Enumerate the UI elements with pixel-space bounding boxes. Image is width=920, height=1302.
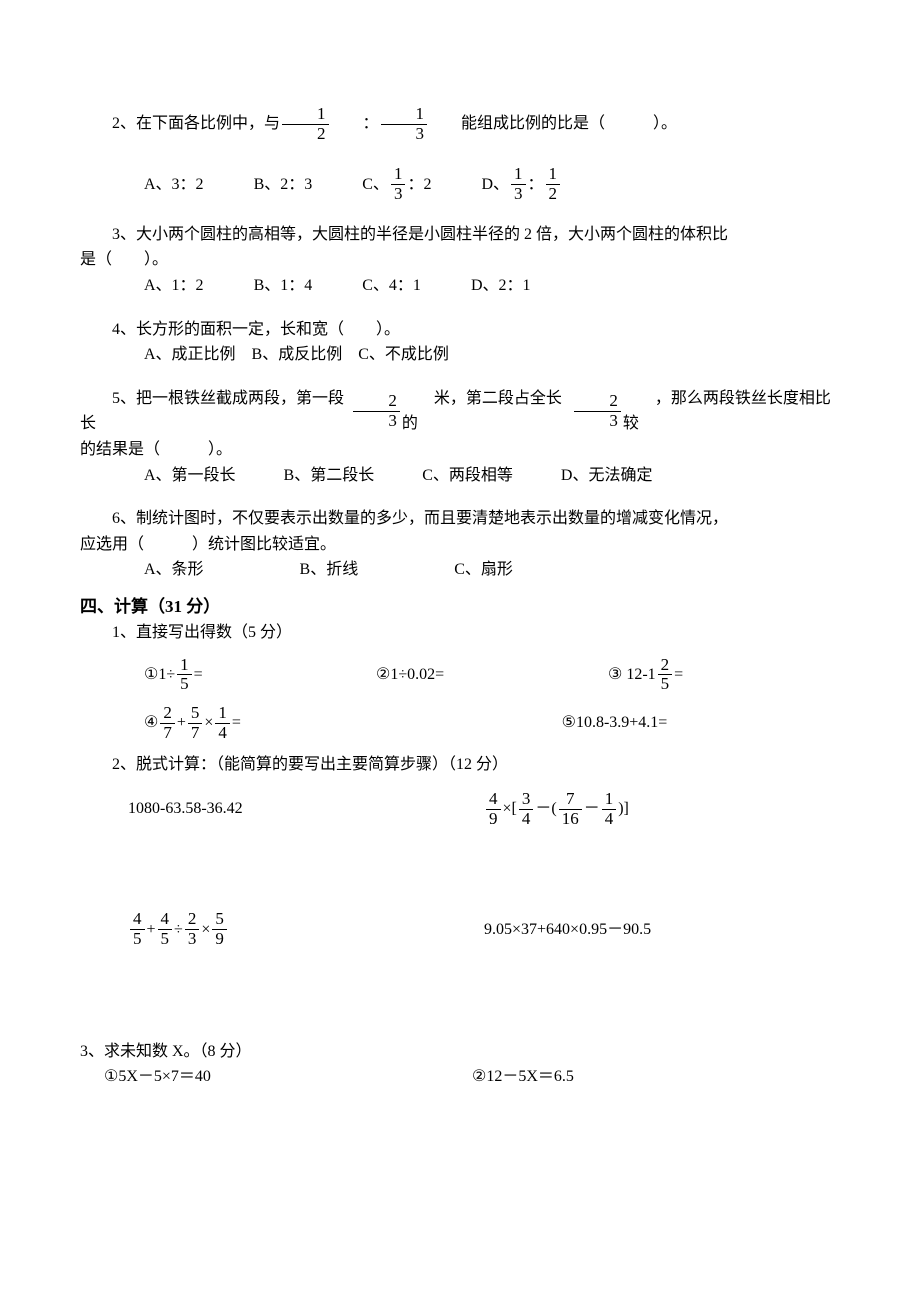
spacer-1 bbox=[80, 828, 840, 898]
q3-opt-a: A、1：2 bbox=[144, 273, 204, 299]
sub1-row1: ①1÷ 15 = ②1÷0.02= ③ 12-1 25 = bbox=[80, 656, 840, 694]
frac-1-3: 13 bbox=[381, 105, 428, 143]
frac-i4b: 57 bbox=[188, 704, 203, 742]
q6-line1: 6、制统计图时，不仅要表示出数量的多少，而且要清楚地表示出数量的增减变化情况， bbox=[80, 506, 840, 532]
frac-i4a: 27 bbox=[160, 704, 175, 742]
calc-e3: 45 + 45 ÷ 23 × 59 bbox=[128, 910, 484, 948]
calc-item-4: ④ 27 + 57 × 14 = bbox=[144, 704, 562, 742]
q2-opt-c: C、 13 ：2 bbox=[362, 165, 431, 203]
frac-2-3b: 23 bbox=[574, 392, 621, 430]
sub-2-title: 2、脱式计算：（能简算的要写出主要简算步骤）（12 分） bbox=[80, 752, 840, 778]
q5-options: A、第一段长 B、第二段长 C、两段相等 D、无法确定 bbox=[80, 463, 840, 489]
calc-e4: 9.05×37+640×0.95－90.5 bbox=[484, 910, 840, 948]
frac-e3b: 45 bbox=[158, 910, 173, 948]
q2-opt-b: B、2：3 bbox=[254, 172, 313, 198]
question-6: 6、制统计图时，不仅要表示出数量的多少，而且要清楚地表示出数量的增减变化情况， … bbox=[80, 506, 840, 583]
sub2-row2: 45 + 45 ÷ 23 × 59 9.05×37+640×0.95－90.5 bbox=[80, 910, 840, 948]
q6-line2: 应选用（ ）统计图比较适宜。 bbox=[80, 532, 840, 558]
q2-text: 2、在下面各比例中，与 12 ： 13 能组成比例的比是（ ）。 bbox=[80, 105, 677, 143]
calc-item-5: ⑤10.8-3.9+4.1= bbox=[562, 704, 840, 742]
q5-line2: 的结果是（ ）。 bbox=[80, 437, 840, 463]
sub1-row2: ④ 27 + 57 × 14 = ⑤10.8-3.9+4.1= bbox=[80, 704, 840, 742]
q6-options: A、条形 B、折线 C、扇形 bbox=[80, 557, 840, 583]
q2-text-b: 能组成比例的比是（ ）。 bbox=[429, 111, 677, 137]
calc-item-2: ②1÷0.02= bbox=[376, 656, 608, 694]
frac-i4c: 14 bbox=[215, 704, 230, 742]
sub-3-title: 3、求未知数 X。（8 分） bbox=[80, 1039, 840, 1065]
q3-options: A、1：2 B、1：4 C、4：1 D、2：1 bbox=[80, 273, 840, 299]
frac-d1: 13 bbox=[511, 165, 526, 203]
calc-x2: ②12－5X＝6.5 bbox=[472, 1064, 840, 1090]
question-3: 3、大小两个圆柱的高相等，大圆柱的半径是小圆柱半径的 2 倍，大小两个圆柱的体积… bbox=[80, 222, 840, 299]
question-2: 2、在下面各比例中，与 12 ： 13 能组成比例的比是（ ）。 A、3：2 B… bbox=[80, 105, 840, 204]
frac-i3: 25 bbox=[658, 656, 673, 694]
frac-1-3b: 13 bbox=[391, 165, 406, 203]
sub-1-title: 1、直接写出得数（5 分） bbox=[80, 620, 840, 646]
q2-opt-d: D、 13 ： 12 bbox=[481, 165, 562, 203]
question-4: 4、长方形的面积一定，长和宽（ ）。 A、成正比例 B、成反比例 C、不成比例 bbox=[80, 317, 840, 368]
frac-i1: 15 bbox=[177, 656, 192, 694]
q2-options: A、3：2 B、2：3 C、 13 ：2 D、 13 ： 12 bbox=[80, 165, 840, 203]
frac-e2c: 716 bbox=[559, 790, 582, 828]
q3-opt-d: D、2：1 bbox=[471, 273, 531, 299]
q3-line2: 是（ ）。 bbox=[80, 247, 840, 273]
frac-e3d: 59 bbox=[212, 910, 227, 948]
calc-e1: 1080-63.58-36.42 bbox=[128, 790, 484, 828]
frac-2-3a: 23 bbox=[353, 392, 400, 430]
frac-d2: 12 bbox=[546, 165, 561, 203]
calc-item-1: ①1÷ 15 = bbox=[144, 656, 376, 694]
frac-e2d: 14 bbox=[602, 790, 617, 828]
q3-opt-b: B、1：4 bbox=[254, 273, 313, 299]
frac-e3c: 23 bbox=[185, 910, 200, 948]
q5-text: 5、把一根铁丝截成两段，第一段长 23 米，第二段占全长的 23 ，那么两段铁丝… bbox=[80, 386, 840, 437]
q2-text-a: 2、在下面各比例中，与 bbox=[80, 111, 280, 137]
q4-options: A、成正比例 B、成反比例 C、不成比例 bbox=[80, 342, 840, 368]
frac-e2a: 49 bbox=[486, 790, 501, 828]
q4-text: 4、长方形的面积一定，长和宽（ ）。 bbox=[80, 317, 840, 343]
calc-item-3: ③ 12-1 25 = bbox=[608, 656, 840, 694]
spacer-2 bbox=[80, 949, 840, 1039]
section-4-title: 四、计算（31 分） bbox=[80, 593, 840, 620]
sub3-row: ①5X－5×7＝40 ②12－5X＝6.5 bbox=[80, 1064, 840, 1090]
section-4: 四、计算（31 分） 1、直接写出得数（5 分） ①1÷ 15 = ②1÷0.0… bbox=[80, 593, 840, 1090]
question-5: 5、把一根铁丝截成两段，第一段长 23 米，第二段占全长的 23 ，那么两段铁丝… bbox=[80, 386, 840, 488]
frac-e2b: 34 bbox=[519, 790, 534, 828]
colon: ： bbox=[331, 111, 379, 137]
q2-opt-a: A、3：2 bbox=[144, 172, 204, 198]
q3-line1: 3、大小两个圆柱的高相等，大圆柱的半径是小圆柱半径的 2 倍，大小两个圆柱的体积… bbox=[80, 222, 840, 248]
calc-x1: ①5X－5×7＝40 bbox=[104, 1064, 472, 1090]
frac-e3a: 45 bbox=[130, 910, 145, 948]
calc-e2: 49 ×[ 34 －( 716 － 14 )] bbox=[484, 790, 840, 828]
frac-1-2: 12 bbox=[282, 105, 329, 143]
sub2-row1: 1080-63.58-36.42 49 ×[ 34 －( 716 － 14 )] bbox=[80, 790, 840, 828]
q3-opt-c: C、4：1 bbox=[362, 273, 421, 299]
